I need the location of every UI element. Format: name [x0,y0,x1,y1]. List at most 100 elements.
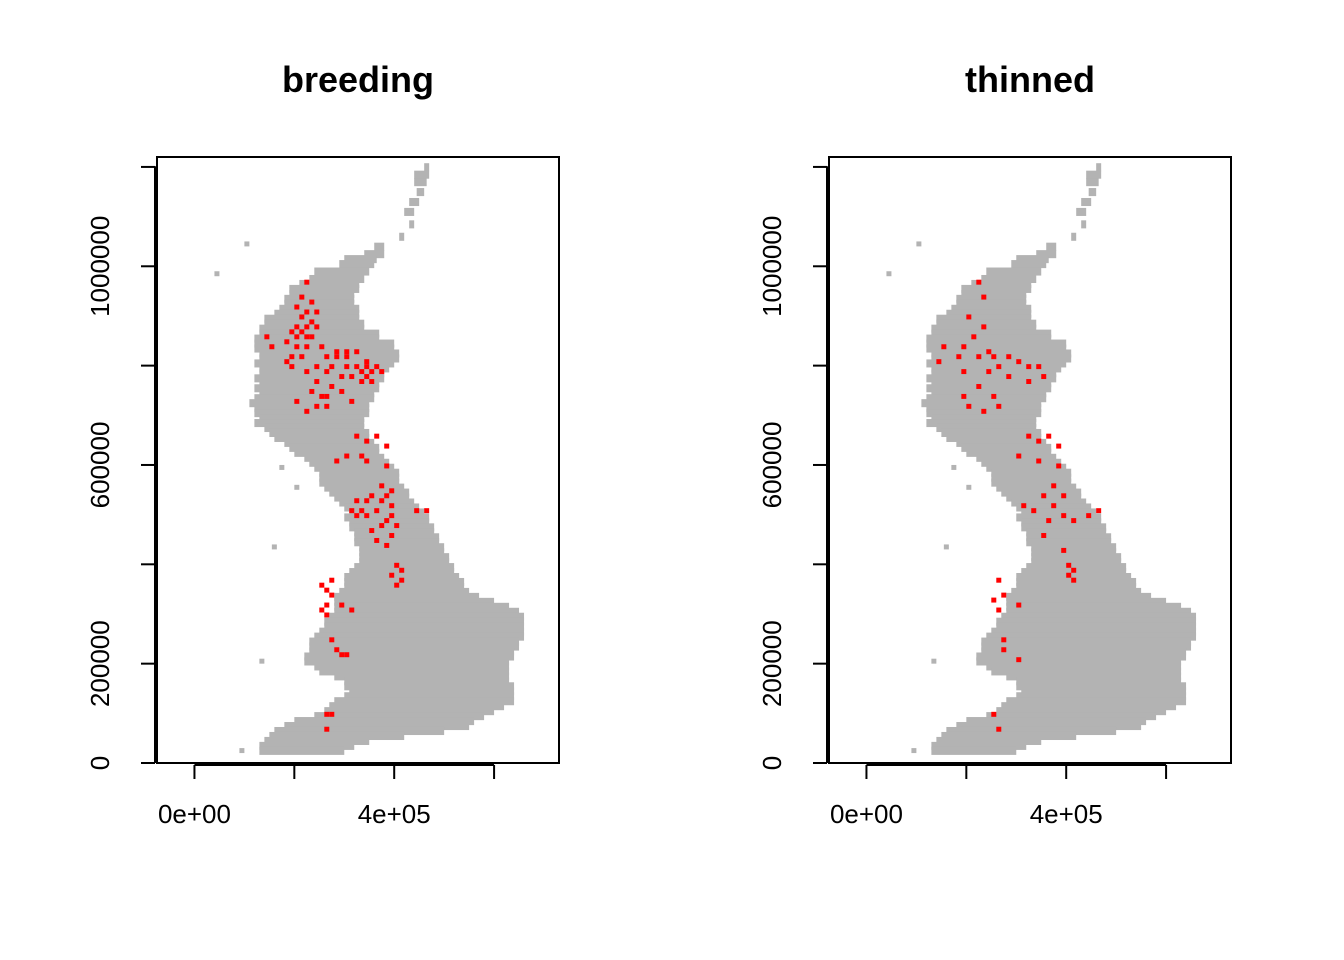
land-row [1006,602,1182,611]
land-row [349,687,515,696]
land-row [354,563,455,572]
land-row [414,170,430,179]
occurrence-cell [284,359,290,365]
occurrence-cell [1061,513,1067,519]
land-row [344,677,510,686]
occurrence-cell [991,597,997,603]
occurrence-cell [1036,364,1042,370]
occurrence-cell [304,334,310,340]
land-row [981,458,1062,467]
land-row [319,667,510,676]
occurrence-cell [329,364,335,370]
occurrence-cell [961,393,967,399]
occurrence-cell [966,314,972,320]
land-row [269,428,370,438]
land-row [319,478,400,487]
occurrence-cell [304,279,310,285]
occurrence-cell [1066,572,1072,578]
occurrence-cell [344,364,350,370]
occurrence-cell [299,329,305,335]
island-cell [931,658,937,664]
occurrence-cell [319,344,325,350]
landmass-raster [214,163,525,755]
x-axis: 0e+00 4e+05 [830,764,1168,829]
occurrence-cell [309,334,315,340]
land-row [996,617,1197,626]
x-tick-label: 0e+00 [158,799,231,829]
occurrence-cell [299,314,305,320]
land-row [936,319,1037,328]
land-row [309,642,520,651]
y-tick-label: 1000000 [85,216,115,317]
occurrence-cell [369,369,375,375]
land-row [334,597,495,606]
occurrence-cell [1041,374,1047,380]
occurrence-cell [314,364,320,370]
land-row [354,533,440,542]
occurrence-cell [991,711,997,717]
land-row [1016,513,1102,522]
occurrence-cell [374,508,380,514]
land-row [264,314,360,323]
land-row [1016,573,1132,582]
occurrence-cell [324,393,330,399]
occurrence-cell [976,384,982,389]
occurrence-cell [1071,577,1077,583]
land-row [254,344,395,353]
occurrence-cell [1016,602,1022,608]
land-row [254,374,385,383]
occurrence-cell [289,364,295,370]
land-row [319,468,400,477]
land-row [981,642,1192,651]
occurrence-cell [1041,493,1047,499]
y-tick-label: 0 [757,756,787,770]
occurrence-cell [309,319,315,325]
thinned-title: thinned [965,59,1095,100]
island-cell [259,658,265,664]
occurrence-cell [1061,493,1067,499]
occurrence-cell [314,309,320,315]
occurrence-cell [389,533,395,538]
occurrence-cell [364,513,370,519]
land-row [951,304,1032,313]
land-row [1081,220,1087,229]
land-row [1026,533,1112,542]
land-row [329,488,410,497]
land-row [1026,563,1127,572]
occurrence-cell [961,369,967,375]
occurrence-cell [424,508,430,514]
land-row [259,379,380,388]
land-row [314,662,510,671]
occurrence-cell [369,493,375,499]
island-cell [951,464,957,470]
occurrence-cell [359,453,365,459]
land-row [409,197,420,207]
land-row [1071,232,1077,241]
occurrence-cell [364,498,370,504]
occurrence-cell [349,508,355,514]
land-row [279,304,360,313]
land-row [309,637,520,646]
land-row [1031,553,1122,562]
land-row [254,404,370,413]
land-row [254,339,395,348]
occurrence-cell [961,344,967,350]
land-row [961,284,1032,293]
land-row [961,289,1027,298]
breeding-panel: breeding 0e+00 4e+05 0 200000 600000 1000000 [85,59,560,829]
land-row [956,294,1027,303]
land-row [956,299,1027,308]
occurrence-cell [374,364,380,370]
land-row [1011,498,1087,507]
land-row [1026,538,1112,547]
landmass-raster [886,163,1197,755]
land-row [1076,207,1087,216]
land-row [1088,188,1097,197]
occurrence-cell [304,408,310,414]
occurrence-cell [384,463,390,469]
occurrence-cell [314,379,320,385]
land-row [926,344,1067,353]
occurrence-cell [359,508,365,514]
occurrence-cell [349,607,355,613]
